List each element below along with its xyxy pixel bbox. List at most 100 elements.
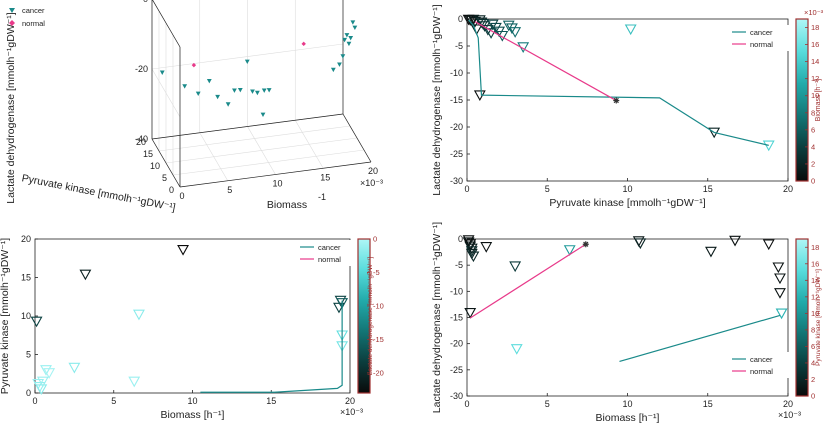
y-tick-label: -5	[455, 260, 463, 270]
marker	[624, 24, 637, 36]
y-tick-label: -25	[450, 365, 463, 375]
marker	[40, 365, 52, 376]
legend-cancer-label: cancer	[318, 243, 341, 252]
colorbar-tick-label: 16	[811, 40, 819, 49]
colorbar-label: Pyruvate kinase [mmolh⁻¹gDW⁻¹]	[815, 269, 822, 366]
marker	[128, 376, 141, 388]
x-tick-label: 15	[320, 172, 330, 182]
marker	[470, 24, 483, 36]
marker	[775, 308, 788, 320]
colorbar-label: Biomass [h⁻¹]	[815, 79, 822, 122]
y-tick-label: 0	[26, 388, 31, 398]
x-tick-label: 20	[783, 184, 793, 194]
marker	[480, 242, 493, 253]
legend-box	[728, 25, 790, 51]
y-tick-label: 0	[458, 14, 463, 24]
colorbar	[795, 18, 809, 182]
legend-cancer-swatch	[9, 8, 15, 13]
z-tick-label: -40	[135, 134, 148, 144]
marker	[485, 28, 498, 39]
colorbar-tick-label: 8	[811, 108, 815, 117]
marker	[469, 16, 481, 28]
y-tick-label: -25	[450, 149, 463, 159]
colorbar-tick-label: 14	[811, 57, 819, 66]
colorbar-tick-label: -10	[373, 301, 384, 310]
y-axis-label: Lactate dehydrogenase [mmolh⁻¹gDW⁻¹]	[431, 4, 443, 196]
marker	[762, 140, 775, 152]
x-tick-label: 0	[32, 396, 37, 406]
normal-star-marker	[613, 97, 620, 104]
x-tick-label: 0	[179, 191, 184, 201]
floor-edge	[342, 113, 372, 163]
x-tick-label: 10	[622, 399, 632, 409]
legend-cancer-label: cancer	[22, 6, 45, 15]
marker	[133, 309, 145, 321]
marker	[36, 376, 49, 388]
marker	[486, 19, 499, 31]
marker-cancer	[182, 84, 188, 89]
y-tick-label: 10	[150, 161, 160, 171]
y-tick-label: -15	[450, 313, 463, 323]
marker-cancer	[237, 87, 243, 93]
marker-cancer	[348, 35, 354, 41]
x-tick-label: 5	[545, 184, 550, 194]
legend-box	[296, 240, 358, 266]
colorbar	[357, 238, 371, 394]
floor-edge	[151, 113, 344, 140]
marker	[705, 246, 717, 258]
floor-grid-line	[165, 137, 358, 164]
marker	[177, 244, 189, 256]
y-axis-label: Pyruvate kinase [mmolh⁻¹gDW⁻¹]	[0, 238, 11, 394]
y-axis-label: Lactate dehydrogenase [mmolh⁻¹gDW⁻¹]	[431, 222, 443, 414]
y-tick-label: -5	[455, 41, 463, 51]
marker	[43, 368, 56, 379]
legend-normal-label: normal	[318, 255, 341, 264]
y-tick-label: -20	[450, 339, 463, 349]
y-tick-label: -30	[450, 176, 463, 186]
marker-cancer	[330, 67, 336, 73]
marker	[336, 298, 349, 309]
cancer-line	[200, 300, 343, 393]
marker-cancer	[254, 90, 260, 96]
marker-cancer	[260, 112, 266, 118]
marker-cancer	[342, 37, 348, 43]
y-axis-label: Pyruvate kinase [mmolh⁻¹gDW⁻¹]	[21, 172, 177, 214]
marker-cancer	[266, 88, 272, 93]
marker	[509, 27, 522, 38]
x-tick-label: 20	[783, 399, 793, 409]
normal-star-marker	[582, 241, 589, 248]
marker	[563, 245, 576, 256]
marker-cancer	[344, 33, 350, 38]
marker-cancer	[340, 54, 346, 59]
marker	[489, 22, 502, 34]
x-tick-label: 0	[464, 399, 469, 409]
x-scale-text: ×10⁻³	[340, 407, 363, 417]
colorbar-tick-label: 12	[811, 74, 819, 83]
marker-normal	[301, 41, 306, 47]
marker-cancer	[215, 94, 221, 100]
marker-cancer	[244, 59, 250, 64]
legend-normal-label: normal	[750, 40, 773, 49]
colorbar-tick-label: 16	[811, 259, 819, 268]
y-tick-label: 5	[162, 173, 167, 183]
marker	[634, 238, 647, 250]
x-scale-text: ×10⁻³	[360, 178, 383, 188]
x-tick-label: 10	[622, 184, 632, 194]
x-tick-label: 15	[266, 396, 276, 406]
colorbar-tick-label: 10	[811, 91, 819, 100]
y-tick-label: 15	[143, 149, 153, 159]
marker	[510, 344, 523, 355]
marker	[68, 362, 81, 374]
marker	[506, 23, 518, 35]
marker	[35, 384, 48, 396]
colorbar-tick-label: 2	[811, 159, 815, 168]
top-edge	[152, 0, 181, 48]
z-tick-label: -20	[135, 64, 148, 74]
x-axis-label: Biomass [h⁻¹]	[596, 412, 660, 424]
marker-cancer	[350, 20, 356, 25]
marker-cancer	[346, 41, 352, 47]
y-tick-label: -30	[450, 391, 463, 401]
colorbar-tick-label: 4	[811, 142, 815, 151]
x-axis-line	[179, 161, 372, 188]
